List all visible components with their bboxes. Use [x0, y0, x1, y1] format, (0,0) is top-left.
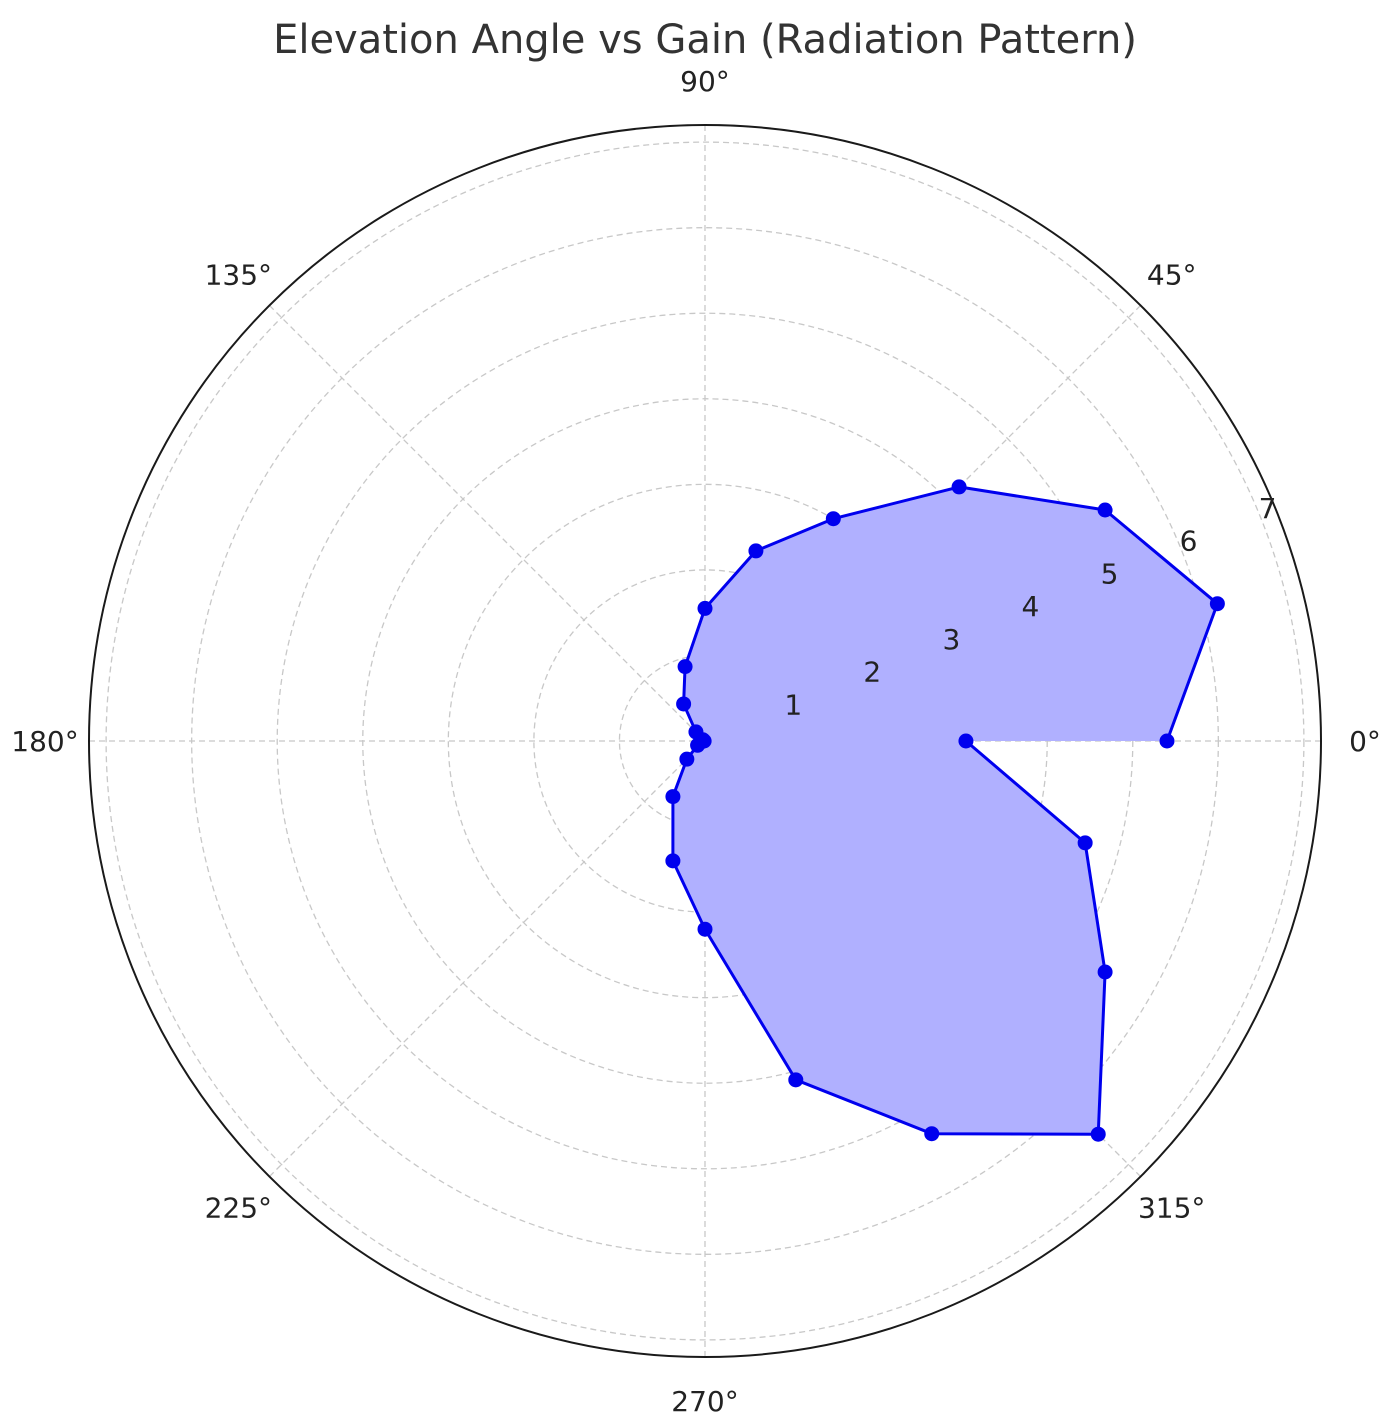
data-point [665, 853, 681, 869]
radial-tick-label: 1 [784, 688, 802, 721]
data-point [690, 737, 706, 753]
data-point [1077, 835, 1093, 851]
grid-ring [105, 141, 1305, 1341]
data-point [697, 921, 713, 937]
angle-tick-label: 90° [680, 65, 730, 98]
data-point [1097, 964, 1113, 980]
polar-outer-frame [88, 124, 1322, 1358]
tick-labels: 0° 45° 90° 135° 180° 225° 270° 315° 1 2 3 4 5 6 7 [11, 65, 1381, 1418]
data-point [1097, 502, 1113, 518]
data-point [825, 511, 841, 527]
data-point [958, 733, 974, 749]
series-fill-area [672, 486, 1218, 1135]
data-series [665, 479, 1225, 1142]
data-point [1209, 596, 1225, 612]
angle-tick-label: 135° [205, 258, 272, 291]
grid-spoke [268, 740, 706, 1178]
data-point [1090, 1126, 1106, 1142]
grid-spoke [268, 304, 706, 742]
data-point [679, 751, 695, 767]
radial-tick-label: 3 [942, 623, 960, 656]
angle-tick-label: 180° [11, 725, 78, 758]
radial-tick-label: 7 [1259, 492, 1277, 525]
chart-title: Elevation Angle vs Gain (Radiation Patte… [273, 17, 1137, 63]
radial-tick-label: 2 [863, 656, 881, 689]
angle-tick-label: 45° [1147, 258, 1197, 291]
data-point [677, 659, 693, 675]
angle-tick-label: 270° [671, 1385, 738, 1418]
data-point [697, 600, 713, 616]
angle-tick-label: 0° [1349, 725, 1381, 758]
data-point [788, 1072, 804, 1088]
radial-tick-label: 6 [1180, 525, 1198, 558]
radial-tick-label: 5 [1101, 558, 1119, 591]
data-point [748, 543, 764, 559]
angle-tick-label: 225° [205, 1192, 272, 1225]
data-point [1159, 733, 1175, 749]
data-point [951, 479, 967, 495]
radial-tick-label: 4 [1021, 590, 1039, 623]
polar-frame [88, 124, 1322, 1358]
data-point [924, 1126, 940, 1142]
angle-tick-label: 315° [1138, 1192, 1205, 1225]
data-point [665, 789, 681, 805]
data-point [676, 696, 692, 712]
